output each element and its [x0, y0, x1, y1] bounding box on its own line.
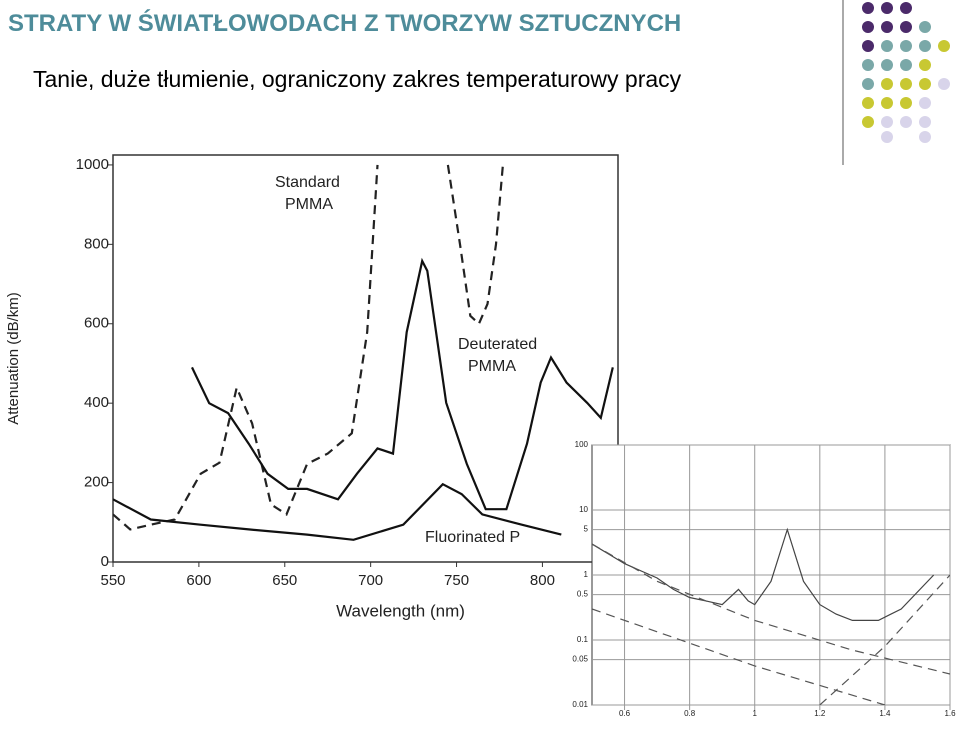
- y-tick-label: 1: [584, 570, 589, 579]
- y-tick-label: 10: [579, 505, 588, 514]
- y-axis-label: Attenuation (dB/km): [5, 292, 22, 425]
- x-axis-label: Wavelength (nm): [336, 601, 465, 620]
- x-tick-label: 750: [444, 572, 469, 589]
- decor-dots: [862, 2, 950, 143]
- x-tick-label: 550: [100, 572, 125, 589]
- y-tick-label: 200: [84, 474, 109, 491]
- y-tick-label: 0.05: [572, 655, 588, 664]
- y-tick-label: 100: [575, 440, 589, 449]
- series-line: [592, 543, 950, 675]
- x-tick-label: 650: [272, 572, 297, 589]
- slide-title: STRATY W ŚWIATŁOWODACH Z TWORZYW SZTUCZN…: [8, 10, 682, 37]
- y-tick-label: 0.01: [572, 700, 588, 709]
- series-label: Fluorinated P: [425, 529, 520, 546]
- plot-frame: [112, 154, 619, 563]
- x-tick-label: 0.6: [619, 709, 631, 718]
- x-tick-label: 700: [358, 572, 383, 589]
- series-line: [113, 164, 504, 531]
- series-line: [191, 257, 614, 511]
- series-label: Deuterated: [458, 336, 537, 353]
- y-tick-label: 400: [84, 394, 109, 411]
- series-label: PMMA: [468, 358, 516, 375]
- x-tick-label: 1.4: [879, 709, 891, 718]
- y-tick-label: 800: [84, 235, 109, 252]
- x-tick-label: 1.6: [944, 709, 956, 718]
- y-tick-label: 600: [84, 315, 109, 332]
- x-tick-label: 800: [530, 572, 555, 589]
- y-tick-label: 1000: [76, 156, 109, 173]
- y-tick-label: 0.5: [577, 590, 589, 599]
- x-tick-label: 0.8: [684, 709, 696, 718]
- series-label: PMMA: [285, 196, 333, 213]
- series-line: [592, 608, 886, 705]
- x-tick-label: 1: [753, 709, 758, 718]
- chart: 0 200 400 600 800 1000 550 600 650 700 750 800 Wavel…: [5, 154, 619, 620]
- y-tick-label: 0.1: [577, 635, 589, 644]
- chart: 0.01 0.05 0.1 0.5 1 5 10 100 0.6 0.8 1 1.2 1.4 1.6: [572, 440, 956, 718]
- x-tick-label: 600: [186, 572, 211, 589]
- series-line: [819, 574, 950, 705]
- slide-subtitle: Tanie, duże tłumienie, ograniczony zakre…: [33, 66, 682, 92]
- series-line: [592, 527, 935, 621]
- y-tick-label: 0: [101, 553, 109, 570]
- y-tick-label: 5: [584, 525, 589, 534]
- series-label: Standard: [275, 174, 340, 191]
- series-line: [113, 482, 562, 541]
- x-tick-label: 1.2: [814, 709, 826, 718]
